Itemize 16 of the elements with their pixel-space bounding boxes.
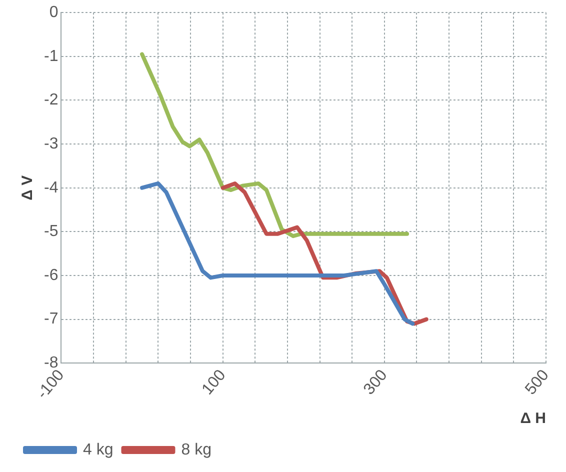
y-tick-label: -5 bbox=[44, 223, 58, 240]
legend-label: 4 kg bbox=[83, 441, 114, 458]
y-tick-label: 0 bbox=[49, 4, 58, 22]
x-tick-label: 300 bbox=[360, 366, 391, 398]
y-tick-label: -2 bbox=[44, 92, 58, 109]
y-tick-label: -1 bbox=[44, 48, 58, 65]
x-tick-label: 100 bbox=[199, 366, 230, 398]
y-tick-label: -3 bbox=[44, 135, 58, 152]
y-tick-label: -6 bbox=[44, 266, 58, 284]
x-tick-label: -100 bbox=[34, 366, 68, 402]
x-axis-title: Δ H bbox=[520, 410, 546, 428]
y-axis-title: Δ V bbox=[19, 175, 36, 200]
y-tick-label: -7 bbox=[44, 310, 58, 328]
y-tick-label: -4 bbox=[44, 179, 58, 196]
legend-label: 8 kg bbox=[181, 441, 212, 458]
x-tick-label: 500 bbox=[522, 366, 552, 398]
